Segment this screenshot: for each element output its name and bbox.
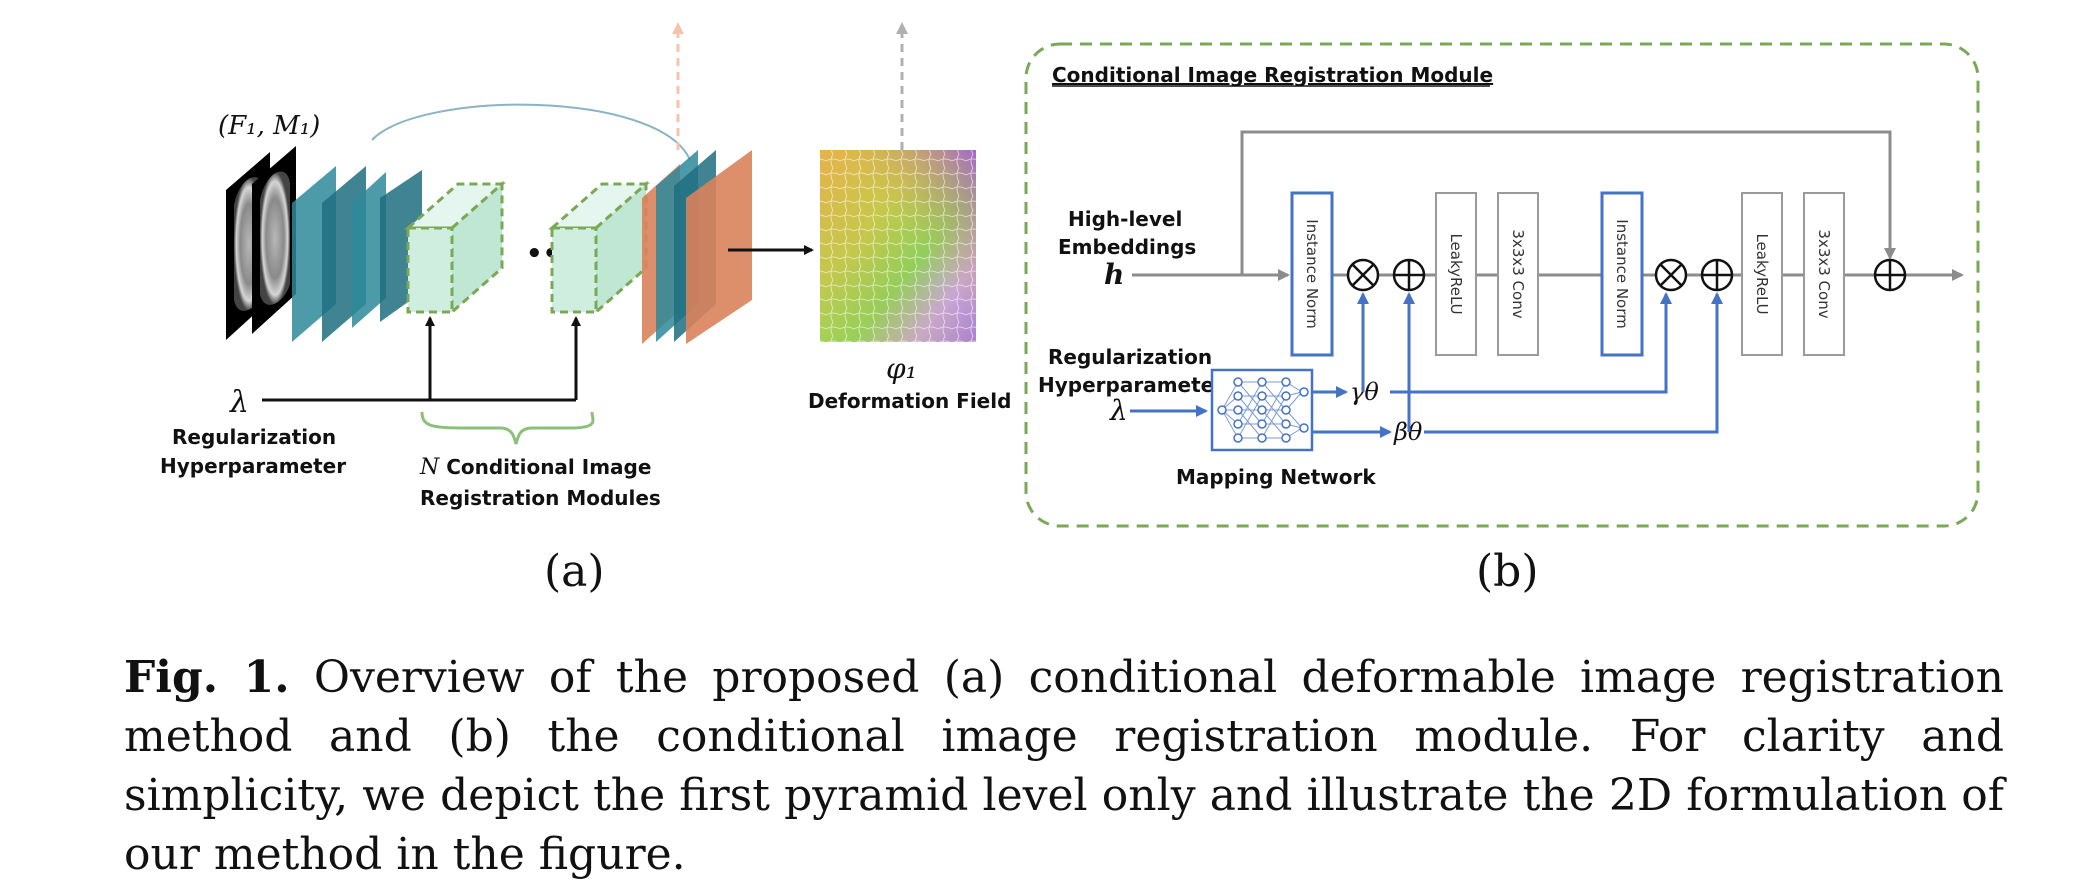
instance-norm-block-2: Instance Norm <box>1600 191 1644 357</box>
caption-text: Overview of the proposed (a) conditional… <box>124 652 2004 880</box>
svg-text:LeakyReLU: LeakyReLU <box>1447 233 1465 314</box>
leakyrelu-block-1: LeakyReLU <box>1435 192 1477 356</box>
multiply-icon <box>1654 258 1688 292</box>
panel-b: Conditional Image Registration Module Hi… <box>1024 42 1980 597</box>
multiply-icon <box>1346 258 1380 292</box>
svg-text:3x3x3 Conv: 3x3x3 Conv <box>1509 229 1527 318</box>
modules-label-line1: N Conditional Image <box>419 455 651 480</box>
reg-label-line2-b: Hyperparameter <box>1038 373 1224 397</box>
lambda-symbol-a: λ <box>229 385 249 420</box>
add-icon <box>1392 258 1426 292</box>
leakyrelu-block-2: LeakyReLU <box>1741 192 1783 356</box>
decoder-layers <box>642 150 752 344</box>
h-symbol: h <box>1104 258 1124 291</box>
modules-brace <box>420 411 595 445</box>
high-level-label-line2: Embeddings <box>1058 235 1196 259</box>
mapping-network-label: Mapping Network <box>1176 465 1376 489</box>
skip-connection-arc <box>371 103 691 161</box>
residual-connection <box>1240 130 1896 275</box>
conditional-module-1 <box>404 180 506 316</box>
add-icon <box>1873 258 1907 292</box>
input-pair-label: (F₁, M₁) <box>218 111 320 141</box>
svg-text:Instance Norm: Instance Norm <box>1303 219 1321 328</box>
deformation-field-label: Deformation Field <box>808 389 1011 413</box>
conv-block-2: 3x3x3 Conv <box>1803 192 1845 356</box>
figure-caption: Fig. 1. Overview of the proposed (a) con… <box>124 648 2004 884</box>
brain-mri-icon <box>226 146 296 340</box>
svg-text:LeakyReLU: LeakyReLU <box>1753 233 1771 314</box>
conditional-module-n <box>548 180 650 316</box>
svg-text:Instance Norm: Instance Norm <box>1613 219 1631 328</box>
svg-text:3x3x3 Conv: 3x3x3 Conv <box>1815 229 1833 318</box>
figure-canvas: (F₁, M₁) ••• <box>160 22 1980 597</box>
gamma-symbol: γθ <box>1350 378 1379 406</box>
encoder-layers <box>292 166 422 342</box>
beta-to-add-2 <box>1424 292 1723 434</box>
subfigure-label-b: (b) <box>1476 546 1539 597</box>
instance-norm-block-1: Instance Norm <box>1290 191 1334 357</box>
reg-label-line1-a: Regularization <box>172 425 336 449</box>
subfigure-label-a: (a) <box>544 546 605 597</box>
module-border <box>1024 42 1980 528</box>
caption-lead: Fig. 1. <box>124 652 290 703</box>
gamma-to-multiply-2 <box>1390 292 1672 394</box>
conv-block-1: 3x3x3 Conv <box>1497 192 1539 356</box>
deformation-symbol: φ₁ <box>886 352 917 385</box>
panel-a: (F₁, M₁) ••• <box>160 22 1011 597</box>
reg-label-line2-a: Hyperparameter <box>160 454 346 478</box>
deformation-field-image <box>820 150 976 342</box>
add-icon <box>1700 258 1734 292</box>
reg-label-line1-b: Regularization <box>1048 345 1212 369</box>
high-level-label-line1: High-level <box>1068 207 1182 231</box>
neural-network-icon <box>1210 368 1314 452</box>
modules-label-line2: Registration Modules <box>420 486 661 510</box>
lambda-symbol-b: λ <box>1109 394 1128 427</box>
module-title: Conditional Image Registration Module <box>1052 63 1493 87</box>
